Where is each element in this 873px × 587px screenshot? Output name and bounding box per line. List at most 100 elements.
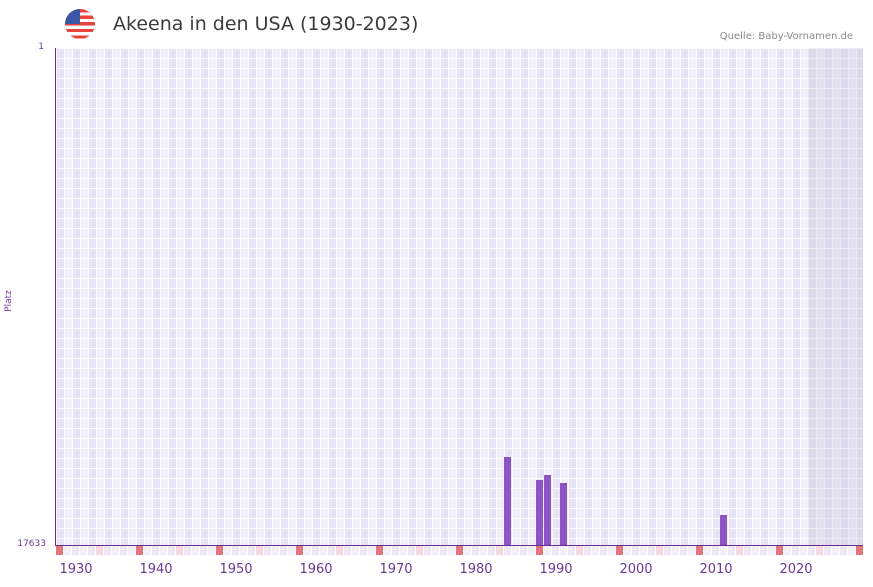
year-marker-1934 (104, 546, 111, 555)
year-marker-1990 (552, 546, 559, 555)
year-marker-1930 (72, 546, 79, 555)
year-marker-2015 (752, 546, 759, 555)
year-marker-2020 (792, 546, 799, 555)
year-marker-1940 (152, 546, 159, 555)
y-tick-bottom: 17633 (17, 539, 46, 549)
year-marker-1942 (168, 546, 175, 555)
year-marker-1959 (304, 546, 311, 555)
flag-icon (65, 9, 95, 39)
chart-title: Akeena in den USA (1930-2023) (113, 13, 419, 35)
year-marker-2019 (784, 546, 791, 555)
year-marker-1937 (128, 546, 135, 555)
year-marker-1999 (624, 546, 631, 555)
year-marker-1968 (376, 546, 383, 555)
year-marker-1976 (440, 546, 447, 555)
year-marker-2012 (728, 546, 735, 555)
year-marker-1996 (600, 546, 607, 555)
bar-1989 (544, 475, 551, 545)
year-marker-1933 (96, 546, 103, 555)
year-marker-1960 (312, 546, 319, 555)
year-marker-1969 (384, 546, 391, 555)
year-marker-1988 (536, 546, 543, 555)
year-marker-1958 (296, 546, 303, 555)
year-marker-1970 (392, 546, 399, 555)
plot-area (56, 48, 863, 545)
year-marker-1983 (496, 546, 503, 555)
year-marker-1965 (352, 546, 359, 555)
shaded-future-region (808, 48, 863, 545)
year-marker-2008 (696, 546, 703, 555)
year-marker-1932 (88, 546, 95, 555)
year-marker-2022 (808, 546, 815, 555)
year-marker-2027 (848, 546, 855, 555)
year-marker-2017 (768, 546, 775, 555)
year-marker-1993 (576, 546, 583, 555)
bar-1988 (536, 480, 543, 545)
year-marker-2000 (632, 546, 639, 555)
y-tick-top: 1 (38, 42, 44, 52)
year-marker-2024 (824, 546, 831, 555)
year-marker-2018 (776, 546, 783, 555)
x-tick-2020: 2020 (779, 562, 813, 577)
year-marker-2014 (744, 546, 751, 555)
x-tick-1950: 1950 (219, 562, 253, 577)
year-marker-2001 (640, 546, 647, 555)
year-marker-2010 (712, 546, 719, 555)
x-tick-1940: 1940 (139, 562, 173, 577)
year-marker-1953 (256, 546, 263, 555)
x-tick-2010: 2010 (699, 562, 733, 577)
year-marker-1938 (136, 546, 143, 555)
year-marker-2007 (688, 546, 695, 555)
year-marker-1963 (336, 546, 343, 555)
x-tick-1960: 1960 (299, 562, 333, 577)
year-marker-2026 (840, 546, 847, 555)
year-marker-2002 (648, 546, 655, 555)
x-tick-1930: 1930 (59, 562, 93, 577)
year-marker-1935 (112, 546, 119, 555)
year-marker-1981 (480, 546, 487, 555)
year-marker-2005 (672, 546, 679, 555)
year-marker-2028 (856, 546, 863, 555)
year-marker-1928 (56, 546, 63, 555)
year-marker-1971 (400, 546, 407, 555)
year-marker-1980 (472, 546, 479, 555)
year-marker-1972 (408, 546, 415, 555)
x-axis-line (55, 545, 863, 546)
year-marker-1978 (456, 546, 463, 555)
x-tick-1970: 1970 (379, 562, 413, 577)
bar-1991 (560, 483, 567, 545)
year-marker-1955 (272, 546, 279, 555)
year-marker-1944 (184, 546, 191, 555)
year-marker-1984 (504, 546, 511, 555)
year-marker-1986 (520, 546, 527, 555)
x-tick-1980: 1980 (459, 562, 493, 577)
year-marker-2016 (760, 546, 767, 555)
year-marker-1997 (608, 546, 615, 555)
x-tick-2000: 2000 (619, 562, 653, 577)
year-marker-2025 (832, 546, 839, 555)
year-marker-1948 (216, 546, 223, 555)
year-marker-1931 (80, 546, 87, 555)
year-marker-2004 (664, 546, 671, 555)
year-marker-1991 (560, 546, 567, 555)
year-marker-1962 (328, 546, 335, 555)
year-marker-1974 (424, 546, 431, 555)
year-marker-2023 (816, 546, 823, 555)
year-marker-1966 (360, 546, 367, 555)
year-marker-1945 (192, 546, 199, 555)
year-marker-1936 (120, 546, 127, 555)
bar-1984 (504, 457, 511, 545)
year-marker-1951 (240, 546, 247, 555)
bar-2011 (720, 515, 727, 545)
year-marker-2013 (736, 546, 743, 555)
year-marker-1975 (432, 546, 439, 555)
year-marker-1947 (208, 546, 215, 555)
source-label: Quelle: Baby-Vornamen.de (719, 31, 853, 42)
year-marker-1992 (568, 546, 575, 555)
year-marker-2021 (800, 546, 807, 555)
year-marker-1954 (264, 546, 271, 555)
year-marker-1979 (464, 546, 471, 555)
year-marker-2011 (720, 546, 727, 555)
year-marker-1982 (488, 546, 495, 555)
year-marker-1950 (232, 546, 239, 555)
